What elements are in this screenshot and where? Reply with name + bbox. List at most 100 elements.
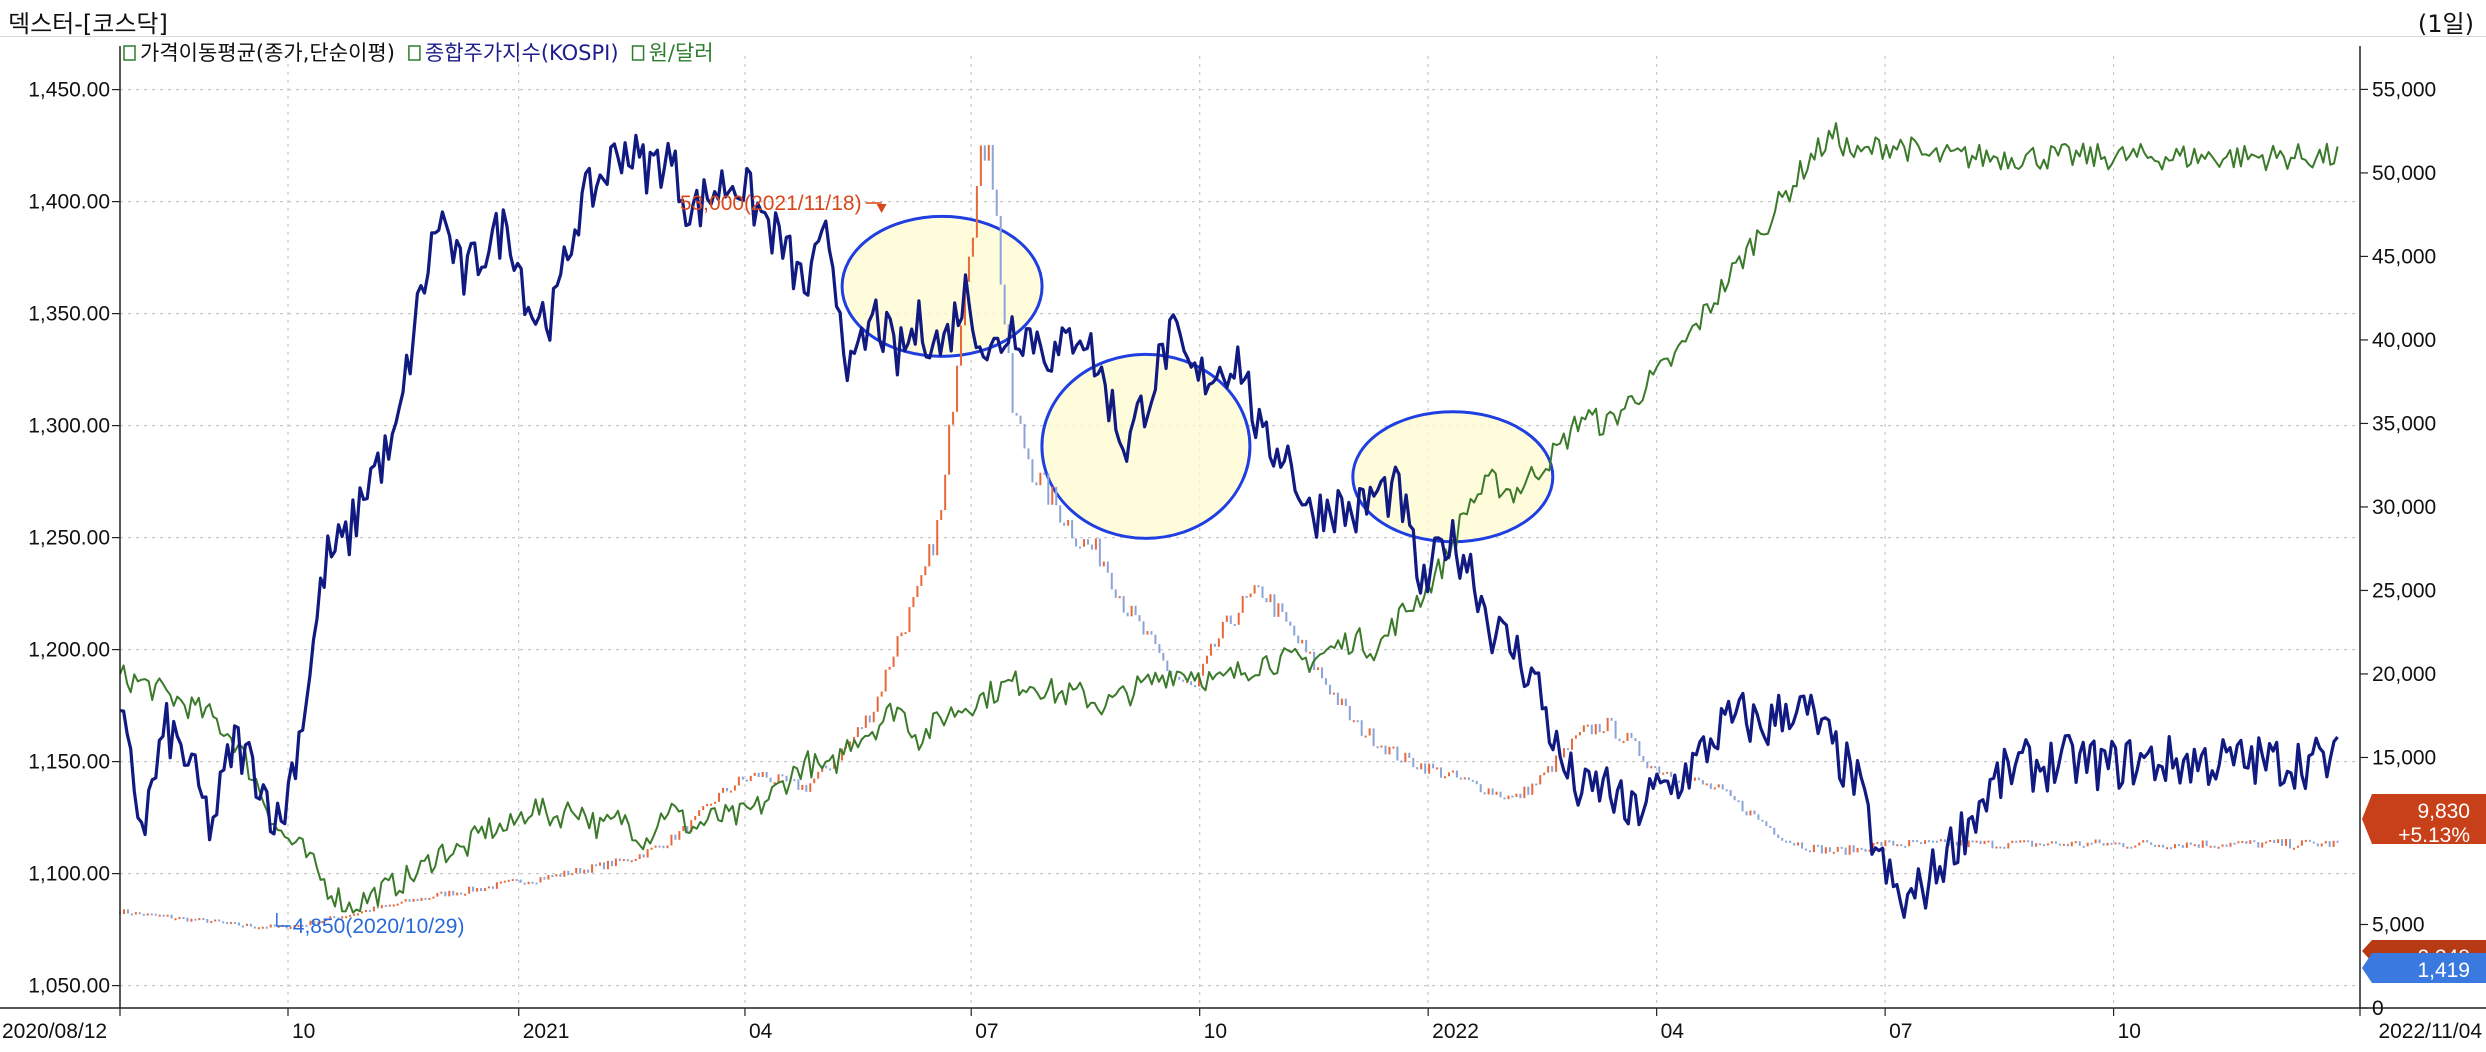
price-bar <box>1701 780 1704 785</box>
price-bar <box>1927 840 1930 843</box>
price-bar <box>1348 705 1351 721</box>
price-bar <box>967 256 970 282</box>
price-bar <box>1900 844 1903 847</box>
price-bar <box>218 919 221 922</box>
price-bar <box>1404 752 1407 763</box>
price-bar <box>1158 644 1161 653</box>
price-bar <box>404 899 407 902</box>
price-bar <box>1975 840 1978 843</box>
price-bar <box>2324 841 2327 844</box>
price-bar <box>1182 679 1185 682</box>
price-bar <box>1551 766 1554 772</box>
legend-swatch-0[interactable] <box>123 45 136 61</box>
price-bar <box>1194 685 1197 688</box>
price-bar <box>599 862 602 866</box>
price-bar <box>1094 538 1097 550</box>
price-bar <box>1658 766 1661 774</box>
price-bar <box>452 890 455 896</box>
price-bar <box>761 772 764 777</box>
price-bar <box>166 914 169 917</box>
price-bar <box>1666 771 1669 774</box>
price-bar <box>1134 605 1137 616</box>
window-title: 덱스터-[코스닥] <box>8 10 168 38</box>
price-bar <box>2332 840 2335 847</box>
price-bar <box>2019 840 2022 843</box>
price-bar <box>884 669 887 692</box>
price-bars <box>119 144 2339 930</box>
price-bar <box>238 922 241 926</box>
price-bar <box>2316 843 2319 847</box>
price-bar <box>1130 605 1133 617</box>
price-bar <box>2265 841 2268 844</box>
price-bar <box>1931 840 1934 843</box>
price-bar <box>1154 634 1157 645</box>
price-bar <box>1178 676 1181 680</box>
price-bar <box>1757 814 1760 820</box>
legend-entry-0[interactable]: 가격이동평균(종가,단순이평) <box>140 41 395 65</box>
price-bar <box>1868 849 1871 852</box>
price-bar <box>1943 839 1946 842</box>
price-bar <box>1340 698 1343 706</box>
price-bar <box>487 886 490 889</box>
price-bar <box>956 365 959 412</box>
price-bar <box>678 831 681 840</box>
left-tick-label-7: 1,400.00 <box>28 191 110 214</box>
price-bar <box>543 877 546 880</box>
price-bar <box>1213 643 1216 647</box>
price-bar <box>1384 745 1387 755</box>
price-bar <box>146 913 149 916</box>
price-bar <box>1491 788 1494 795</box>
price-bar <box>1479 784 1482 793</box>
period-label[interactable]: (1일) <box>2417 10 2474 38</box>
price-bar <box>674 834 677 840</box>
price-bar <box>745 779 748 782</box>
price-bar <box>952 411 955 425</box>
price-bar <box>2193 844 2196 847</box>
price-bar <box>2011 840 2014 844</box>
price-bar <box>1487 788 1490 795</box>
price-bar <box>2050 841 2053 844</box>
price-bar <box>1467 777 1470 780</box>
price-bar <box>1483 792 1486 795</box>
price-bar <box>364 909 367 912</box>
price-bar <box>2047 843 2050 846</box>
price-bar <box>408 899 411 902</box>
price-bar <box>1999 846 2002 849</box>
price-bar <box>940 510 943 520</box>
price-bar <box>706 803 709 807</box>
price-bar <box>670 834 673 846</box>
price-bar <box>2320 843 2323 847</box>
price-bar <box>777 774 780 783</box>
price-bar <box>341 916 344 919</box>
price-bar <box>646 849 649 858</box>
price-bar <box>622 859 625 862</box>
legend-swatch-2[interactable] <box>631 45 645 61</box>
price-bar <box>400 901 403 904</box>
price-bar <box>1344 698 1347 706</box>
price-bar <box>1368 728 1371 736</box>
price-bar <box>535 882 538 885</box>
price-bar <box>2273 839 2276 844</box>
right-tick-label-3: 20,000 <box>2372 663 2436 686</box>
price-bar <box>1281 603 1284 612</box>
price-bar <box>154 913 157 916</box>
price-bar <box>2281 839 2284 846</box>
kospi-badge-text-0: 1,419 <box>2417 959 2470 982</box>
price-bar <box>1967 840 1970 848</box>
price-bar <box>551 875 554 878</box>
legend-swatch-1[interactable] <box>408 45 421 61</box>
price-bar <box>868 715 871 723</box>
price-bar <box>987 144 990 161</box>
price-bar <box>2277 839 2280 844</box>
price-bar <box>353 913 356 916</box>
price-bar <box>234 921 237 924</box>
price-bar <box>2027 840 2030 843</box>
price-bar <box>864 715 867 728</box>
price-bar <box>1408 752 1411 758</box>
legend-entry-2[interactable]: 원/달러 <box>649 41 714 65</box>
price-bar <box>2023 840 2026 843</box>
price-bar <box>1983 840 1986 845</box>
price-bar <box>1396 746 1399 761</box>
legend-entry-1[interactable]: 종합주가지수(KOSPI) <box>425 41 619 65</box>
price-bar <box>1642 756 1645 762</box>
